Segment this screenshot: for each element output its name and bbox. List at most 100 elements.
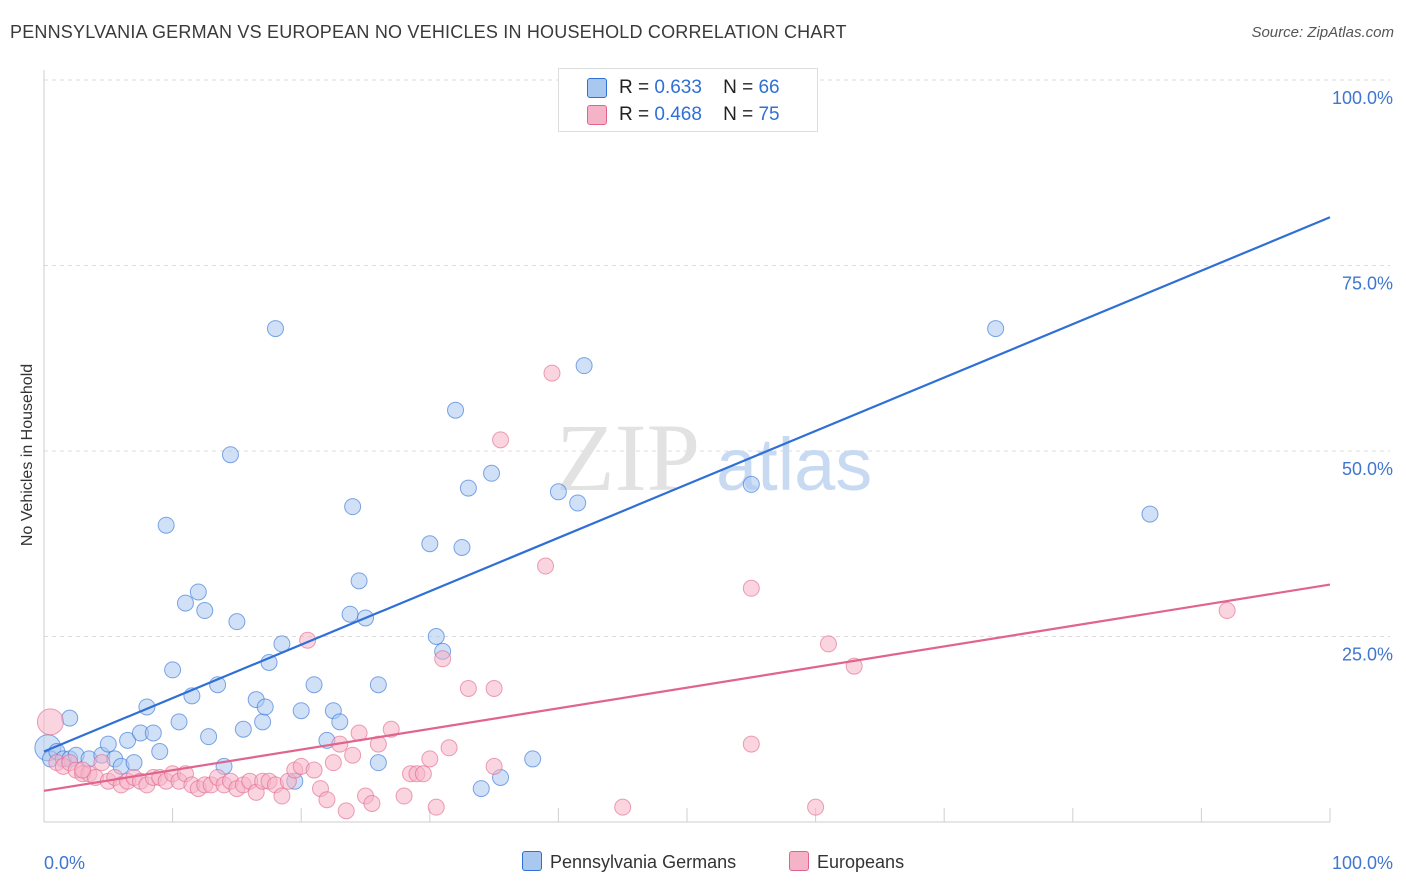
- data-point-pennsylvania-germans: [254, 713, 272, 731]
- data-point-europeans: [414, 765, 432, 783]
- r-label: R =: [619, 104, 650, 125]
- data-point-pennsylvania-germans: [987, 320, 1005, 338]
- data-point-pennsylvania-germans: [256, 698, 274, 716]
- data-point-pennsylvania-germans: [176, 594, 194, 612]
- watermark: ZIP atlas: [556, 404, 872, 511]
- bottom-legend-label: Europeans: [817, 852, 905, 872]
- trend-line-pennsylvania-germans: [43, 216, 1331, 753]
- n-value: 75: [758, 104, 780, 125]
- data-point-pennsylvania-germans: [549, 483, 567, 501]
- data-point-europeans: [537, 557, 555, 575]
- data-point-pennsylvania-germans: [369, 676, 387, 694]
- legend-swatch-blue: [587, 78, 607, 98]
- data-point-pennsylvania-germans: [125, 754, 143, 772]
- y-tick-label: 50.0%: [1342, 459, 1393, 479]
- data-point-europeans: [492, 431, 510, 449]
- data-point-pennsylvania-germans: [453, 538, 471, 556]
- data-point-pennsylvania-germans: [228, 613, 246, 631]
- data-point-pennsylvania-germans: [157, 516, 175, 534]
- grid-lines: [44, 79, 1390, 822]
- tick-labels: 25.0% 50.0% 75.0% 100.0% 0.0% 100.0%: [44, 88, 1393, 873]
- data-point-pennsylvania-germans: [292, 702, 310, 720]
- data-point-pennsylvania-germans: [164, 661, 182, 679]
- data-point-pennsylvania-germans: [170, 713, 188, 731]
- data-point-pennsylvania-germans: [369, 754, 387, 772]
- legend: R = 0.633 N = 66 R = 0.468 N = 75: [558, 68, 818, 132]
- data-point-pennsylvania-germans: [569, 494, 587, 512]
- n-value: 66: [758, 77, 780, 98]
- data-point-europeans: [434, 650, 452, 668]
- y-tick-label: 75.0%: [1342, 274, 1393, 294]
- data-point-pennsylvania-germans: [421, 535, 439, 553]
- data-point-europeans: [485, 679, 503, 697]
- data-point-europeans: [440, 739, 458, 757]
- n-label: N =: [723, 104, 754, 125]
- n-label: N =: [723, 77, 754, 98]
- data-point-europeans: [395, 787, 413, 805]
- data-point-europeans: [36, 708, 64, 736]
- data-point-pennsylvania-germans: [331, 713, 349, 731]
- data-point-pennsylvania-germans: [344, 498, 362, 516]
- data-point-europeans: [1218, 602, 1236, 620]
- data-point-europeans: [324, 754, 342, 772]
- data-point-pennsylvania-germans: [575, 357, 593, 375]
- data-point-pennsylvania-germans: [196, 602, 214, 620]
- data-point-pennsylvania-germans: [200, 728, 218, 746]
- data-point-pennsylvania-germans: [447, 401, 465, 419]
- chart-title: PENNSYLVANIA GERMAN VS EUROPEAN NO VEHIC…: [10, 22, 847, 42]
- data-point-europeans: [363, 794, 381, 812]
- bottom-legend-swatch-pink: [789, 851, 809, 871]
- data-point-pennsylvania-germans: [427, 628, 445, 645]
- data-point-europeans: [273, 787, 291, 805]
- data-point-europeans: [421, 750, 439, 768]
- data-point-europeans: [543, 364, 561, 382]
- data-point-europeans: [742, 735, 760, 753]
- data-point-pennsylvania-germans: [119, 731, 137, 749]
- data-point-europeans: [318, 791, 336, 809]
- data-point-europeans: [459, 679, 477, 697]
- data-point-pennsylvania-germans: [483, 464, 501, 482]
- watermark-atlas: atlas: [716, 423, 872, 506]
- data-point-pennsylvania-germans: [99, 735, 117, 753]
- data-points: [34, 71, 1236, 820]
- data-point-pennsylvania-germans: [742, 475, 760, 493]
- bottom-legend-europeans: Europeans: [789, 851, 904, 873]
- data-point-pennsylvania-germans: [61, 709, 79, 727]
- data-point-pennsylvania-germans: [266, 320, 284, 338]
- data-point-europeans: [819, 635, 837, 653]
- data-point-europeans: [382, 720, 400, 738]
- data-point-pennsylvania-germans: [305, 676, 323, 694]
- source-label: Source: ZipAtlas.com: [1251, 24, 1394, 41]
- trend-lines: [43, 216, 1331, 792]
- data-point-pennsylvania-germans: [1141, 505, 1159, 523]
- x-tick-label-max: 100.0%: [1332, 853, 1393, 873]
- data-point-pennsylvania-germans: [459, 479, 477, 497]
- data-point-pennsylvania-germans: [144, 724, 162, 742]
- r-value: 0.633: [654, 77, 702, 98]
- r-label: R =: [619, 77, 650, 98]
- data-point-europeans: [74, 761, 92, 779]
- axes: [43, 70, 1330, 823]
- y-tick-label: 100.0%: [1332, 88, 1393, 108]
- trend-line-europeans: [43, 583, 1331, 792]
- data-point-europeans: [93, 754, 111, 772]
- data-point-pennsylvania-germans: [472, 780, 490, 798]
- data-point-pennsylvania-germans: [189, 583, 207, 601]
- data-point-pennsylvania-germans: [151, 743, 169, 761]
- data-point-pennsylvania-germans: [234, 720, 252, 738]
- watermark-zip: ZIP: [556, 404, 700, 511]
- legend-swatch-pink: [587, 105, 607, 125]
- data-point-europeans: [305, 761, 323, 779]
- r-value: 0.468: [654, 104, 702, 125]
- y-tick-label: 25.0%: [1342, 645, 1393, 665]
- data-point-europeans: [427, 798, 445, 816]
- data-point-europeans: [807, 798, 825, 816]
- bottom-legend-pennsylvania-germans: Pennsylvania Germans: [522, 851, 736, 873]
- data-point-europeans: [614, 798, 632, 816]
- x-tick-label-min: 0.0%: [44, 853, 85, 873]
- data-point-europeans: [344, 746, 362, 764]
- data-point-pennsylvania-germans: [524, 750, 542, 768]
- bottom-legend-swatch-blue: [522, 851, 542, 871]
- data-point-pennsylvania-germans: [341, 605, 359, 623]
